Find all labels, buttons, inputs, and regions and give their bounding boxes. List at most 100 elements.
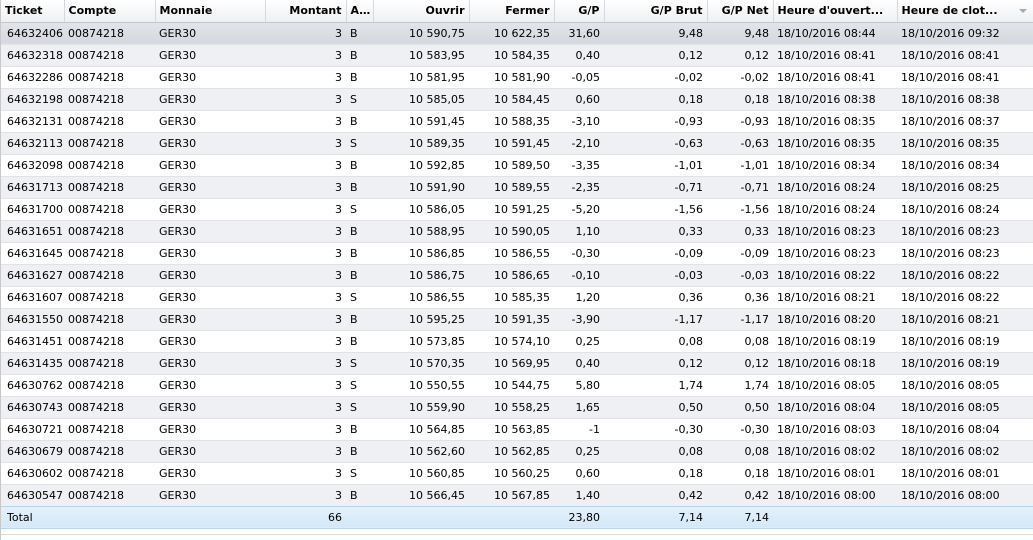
table-row[interactable]: 64631700 00874218 GER30 3 S 10 586,05 10 591,2… (1, 198, 1033, 220)
cell-monnaie: GER30 (155, 66, 265, 88)
cell-heure-cloture: 18/10/2016 08:22 (897, 286, 1033, 308)
column-header-compte[interactable]: Compte (64, 0, 156, 23)
table-row[interactable]: 64632113 00874218 GER30 3 S 10 589,35 10 591,4… (1, 132, 1033, 154)
table-row[interactable]: 64632406 00874218 GER30 3 B 10 590,75 10 622,3… (1, 22, 1033, 44)
cell-montant: 3 (265, 462, 346, 484)
cell-gp: -5,20 (554, 198, 604, 220)
cell-gp-brut: 0,12 (604, 352, 707, 374)
cell-action: S (346, 374, 373, 396)
column-header-gp-brut[interactable]: G/P Brut (604, 0, 708, 23)
cell-heure-ouverture: 18/10/2016 08:38 (773, 88, 897, 110)
cell-action: B (346, 44, 373, 66)
cell-heure-cloture: 18/10/2016 08:37 (897, 110, 1033, 132)
cell-ticket: 64632198 (1, 88, 64, 110)
cell-heure-ouverture: 18/10/2016 08:05 (773, 374, 897, 396)
cell-fermer: 10 558,25 (469, 396, 554, 418)
column-header-action[interactable]: A... (346, 0, 374, 23)
cell-compte: 00874218 (64, 88, 155, 110)
cell-fermer: 10 588,35 (469, 110, 554, 132)
cell-action: B (346, 220, 373, 242)
cell-gp-net: -0,02 (707, 66, 773, 88)
column-header-ouvrir[interactable]: Ouvrir (373, 0, 470, 23)
cell-gp-net: -0,71 (707, 176, 773, 198)
cell-monnaie: GER30 (155, 242, 265, 264)
cell-monnaie: GER30 (155, 352, 265, 374)
cell-compte: 00874218 (64, 440, 155, 462)
cell-gp-net: -0,63 (707, 132, 773, 154)
cell-ouvrir: 10 559,90 (373, 396, 469, 418)
cell-gp-net: -0,93 (707, 110, 773, 132)
column-header-heure-cloture[interactable]: Heure de clot... (897, 0, 1033, 23)
cell-gp-brut: -0,02 (604, 66, 707, 88)
column-header-fermer[interactable]: Fermer (469, 0, 555, 23)
table-row[interactable]: 64631550 00874218 GER30 3 B 10 595,25 10 591,3… (1, 308, 1033, 330)
totals-empty-cell (346, 505, 373, 529)
table-row[interactable]: 64631607 00874218 GER30 3 S 10 586,55 10 585,3… (1, 286, 1033, 308)
table-row[interactable]: 64632286 00874218 GER30 3 B 10 581,95 10 581,9… (1, 66, 1033, 88)
cell-ouvrir: 10 592,85 (373, 154, 469, 176)
cell-montant: 3 (265, 374, 346, 396)
sort-descending-icon[interactable] (1018, 9, 1027, 13)
table-row[interactable]: 64630547 00874218 GER30 3 B 10 566,45 10 567,8… (1, 484, 1033, 506)
cell-compte: 00874218 (64, 462, 155, 484)
cell-gp: -3,90 (554, 308, 604, 330)
cell-monnaie: GER30 (155, 22, 265, 44)
table-row[interactable]: 64631645 00874218 GER30 3 B 10 586,85 10 586,5… (1, 242, 1033, 264)
cell-gp-brut: -0,03 (604, 264, 707, 286)
table-row[interactable]: 64632318 00874218 GER30 3 B 10 583,95 10 584,3… (1, 44, 1033, 66)
cell-heure-cloture: 18/10/2016 08:23 (897, 242, 1033, 264)
table-row[interactable]: 64630762 00874218 GER30 3 S 10 550,55 10 544,7… (1, 374, 1033, 396)
cell-montant: 3 (265, 440, 346, 462)
cell-gp: 0,25 (554, 330, 604, 352)
table-row[interactable]: 64632198 00874218 GER30 3 S 10 585,05 10 584,4… (1, 88, 1033, 110)
cell-heure-cloture: 18/10/2016 08:38 (897, 88, 1033, 110)
table-row[interactable]: 64631627 00874218 GER30 3 B 10 586,75 10 586,6… (1, 264, 1033, 286)
cell-ouvrir: 10 562,60 (373, 440, 469, 462)
table-row[interactable]: 64630602 00874218 GER30 3 S 10 560,85 10 560,2… (1, 462, 1033, 484)
column-header-ticket[interactable]: Ticket (1, 0, 65, 23)
cell-heure-cloture: 18/10/2016 08:04 (897, 418, 1033, 440)
table-row[interactable]: 64630679 00874218 GER30 3 B 10 562,60 10 562,8… (1, 440, 1033, 462)
cell-action: S (346, 462, 373, 484)
cell-gp-net: -1,56 (707, 198, 773, 220)
cell-action: B (346, 154, 373, 176)
table-row[interactable]: 64631651 00874218 GER30 3 B 10 588,95 10 590,0… (1, 220, 1033, 242)
totals-label: Total (1, 505, 64, 529)
column-header-monnaie[interactable]: Monnaie (155, 0, 266, 23)
cell-heure-cloture: 18/10/2016 08:01 (897, 462, 1033, 484)
cell-action: B (346, 110, 373, 132)
table-row[interactable]: 64630743 00874218 GER30 3 S 10 559,90 10 558,2… (1, 396, 1033, 418)
cell-heure-cloture: 18/10/2016 08:00 (897, 484, 1033, 506)
cell-fermer: 10 589,50 (469, 154, 554, 176)
cell-monnaie: GER30 (155, 396, 265, 418)
cell-gp-brut: 0,33 (604, 220, 707, 242)
cell-monnaie: GER30 (155, 220, 265, 242)
column-header-heure-ouverture[interactable]: Heure d'ouvert... (773, 0, 898, 23)
table-row[interactable]: 64631451 00874218 GER30 3 B 10 573,85 10 574,1… (1, 330, 1033, 352)
cell-compte: 00874218 (64, 308, 155, 330)
cell-action: B (346, 484, 373, 506)
cell-gp-net: 0,50 (707, 396, 773, 418)
cell-heure-ouverture: 18/10/2016 08:20 (773, 308, 897, 330)
table-row[interactable]: 64631713 00874218 GER30 3 B 10 591,90 10 589,5… (1, 176, 1033, 198)
cell-ouvrir: 10 588,95 (373, 220, 469, 242)
cell-ticket: 64631607 (1, 286, 64, 308)
cell-gp: -3,10 (554, 110, 604, 132)
table-row[interactable]: 64632098 00874218 GER30 3 B 10 592,85 10 589,5… (1, 154, 1033, 176)
cell-heure-ouverture: 18/10/2016 08:35 (773, 110, 897, 132)
column-header-gp[interactable]: G/P (554, 0, 605, 23)
cell-gp: -2,10 (554, 132, 604, 154)
cell-action: B (346, 440, 373, 462)
cell-gp-net: -0,03 (707, 264, 773, 286)
cell-ouvrir: 10 564,85 (373, 418, 469, 440)
table-row[interactable]: 64632131 00874218 GER30 3 B 10 591,45 10 588,3… (1, 110, 1033, 132)
table-row[interactable]: 64631435 00874218 GER30 3 S 10 570,35 10 569,9… (1, 352, 1033, 374)
cell-gp: 0,60 (554, 88, 604, 110)
column-header-montant[interactable]: Montant (265, 0, 347, 23)
trades-body: 64632406 00874218 GER30 3 B 10 590,75 10 622,3… (1, 22, 1033, 506)
grid-bottom-border (1, 534, 1033, 535)
column-header-gp-net[interactable]: G/P Net (707, 0, 774, 23)
table-row[interactable]: 64630721 00874218 GER30 3 B 10 564,85 10 563,8… (1, 418, 1033, 440)
cell-ticket: 64631700 (1, 198, 64, 220)
totals-empty-cell (373, 505, 469, 529)
